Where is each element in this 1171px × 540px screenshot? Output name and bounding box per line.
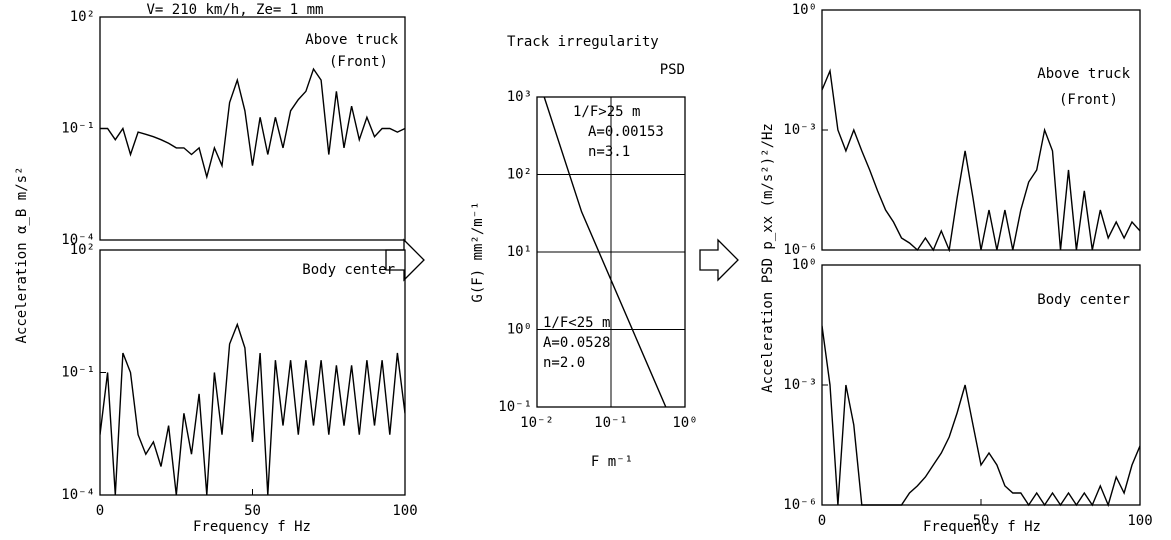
y-tick-label: 10⁻⁶ <box>783 497 817 513</box>
title: V= 210 km/h, Ze= 1 mm <box>146 2 323 18</box>
y-tick-label: 10⁻⁶ <box>783 242 817 258</box>
annotation: Above truck <box>305 32 398 48</box>
y-tick-label: 10³ <box>507 89 532 105</box>
y-tick-label: 10⁻⁴ <box>61 232 95 248</box>
y-tick-label: 10² <box>507 167 532 183</box>
x-tick-label: 0 <box>818 513 826 529</box>
plot-area <box>100 322 405 496</box>
y-tick-label: 10² <box>70 9 95 25</box>
plot-area <box>822 325 1140 507</box>
annotation: 1/F<25 m <box>543 315 610 331</box>
annotation: A=0.00153 <box>588 124 664 140</box>
xlabel: F m⁻¹ <box>591 454 633 470</box>
ylabel: G(F) mm²/m⁻¹ <box>470 201 486 302</box>
y-tick-label: 10⁻¹ <box>61 121 95 137</box>
plot-area <box>100 67 405 180</box>
annotation: (Front) <box>1059 92 1118 108</box>
arrow <box>699 238 739 282</box>
annotation: Above truck <box>1037 66 1130 82</box>
x-tick-label: 50 <box>244 503 261 519</box>
y-tick-label: 10⁻¹ <box>498 399 532 415</box>
annotation: Body center <box>302 262 395 278</box>
ylabel: Acceleration α_B m/s² <box>14 166 30 343</box>
curve <box>822 325 1140 507</box>
annotation: (Front) <box>329 54 388 70</box>
x-tick-label: 100 <box>1127 513 1152 529</box>
xlabel: Frequency f Hz <box>193 519 311 535</box>
plot-frame <box>99 249 406 496</box>
y-tick-label: 10¹ <box>507 244 532 260</box>
x-tick-label: 0 <box>96 503 104 519</box>
y-tick-label: 10² <box>70 242 95 258</box>
arrow <box>385 238 425 282</box>
x-tick-label: 10⁰ <box>672 415 697 431</box>
x-tick-label: 50 <box>973 513 990 529</box>
annotation: n=2.0 <box>543 355 585 371</box>
y-tick-label: 10⁰ <box>507 322 532 338</box>
curve <box>543 96 667 408</box>
x-tick-label: 10⁻² <box>520 415 554 431</box>
y-tick-label: 10⁻³ <box>783 122 817 138</box>
curve <box>822 68 1140 252</box>
annotation: 1/F>25 m <box>573 104 640 120</box>
annotation: A=0.0528 <box>543 335 610 351</box>
xlabel: Frequency f Hz <box>923 519 1041 535</box>
y-tick-label: 10⁰ <box>792 257 817 273</box>
ylabel: Acceleration PSD p_xx (m/s²)²/Hz <box>760 123 776 393</box>
subtitle: PSD <box>660 62 685 78</box>
plot-frame <box>821 9 1141 251</box>
y-tick-label: 10⁻¹ <box>61 365 95 381</box>
curve <box>100 67 405 180</box>
curve <box>100 322 405 496</box>
x-tick-label: 10⁻¹ <box>594 415 628 431</box>
annotation: Body center <box>1037 292 1130 308</box>
x-tick-label: 100 <box>392 503 417 519</box>
plot-frame <box>99 16 406 241</box>
title: Track irregularity <box>507 34 659 50</box>
plot-area <box>543 96 667 408</box>
y-tick-label: 10⁰ <box>792 2 817 18</box>
y-tick-label: 10⁻⁴ <box>61 487 95 503</box>
annotation: n=3.1 <box>588 144 630 160</box>
y-tick-label: 10⁻³ <box>783 377 817 393</box>
plot-area <box>822 68 1140 252</box>
